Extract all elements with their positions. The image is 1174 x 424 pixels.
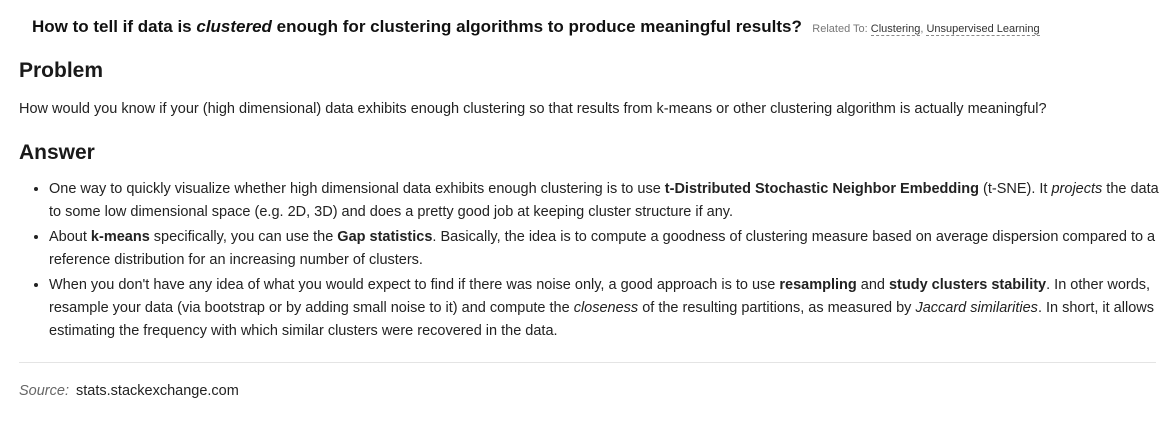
answer-list: One way to quickly visualize whether hig… bbox=[19, 178, 1159, 345]
answer-italic: projects bbox=[1051, 181, 1103, 197]
answer-text: . In short, it allows estimating the fre… bbox=[49, 300, 1154, 339]
source-link[interactable]: stats.stackexchange.com bbox=[76, 383, 239, 399]
related-to: Related To: Clustering, Unsupervised Lea… bbox=[812, 23, 1040, 36]
answer-text: and bbox=[856, 277, 889, 293]
divider bbox=[19, 362, 1156, 363]
related-label: Related To: bbox=[812, 23, 871, 35]
question-header: How to tell if data is clustered enough … bbox=[32, 17, 1040, 37]
answer-bold: k-means bbox=[90, 229, 150, 245]
answer-bold: Gap statistics bbox=[337, 229, 433, 245]
answer-bold: t-Distributed Stochastic Neighbor Embedd… bbox=[664, 181, 979, 197]
problem-text: How would you know if your (high dimensi… bbox=[19, 101, 1047, 117]
answer-bold: study clusters stability bbox=[888, 277, 1047, 293]
answer-text: the data to some low dimensional space (… bbox=[49, 181, 1159, 220]
answer-heading: Answer bbox=[19, 141, 95, 164]
answer-bold: resampling bbox=[779, 277, 857, 293]
question-title: How to tell if data is clustered enough … bbox=[32, 17, 802, 36]
source-line: Source: stats.stackexchange.com bbox=[19, 383, 239, 399]
answer-text: About bbox=[49, 229, 91, 245]
source-label: Source: bbox=[19, 383, 69, 399]
title-part-1: How to tell if data is bbox=[32, 17, 197, 36]
problem-heading: Problem bbox=[19, 59, 104, 82]
related-separator: , bbox=[920, 23, 927, 35]
answer-text: (t-SNE). It bbox=[978, 181, 1052, 197]
answer-text: specifically, you can use the bbox=[149, 229, 338, 245]
answer-text: When you don't have any idea of what you… bbox=[49, 277, 780, 293]
related-tag-clustering[interactable]: Clustering bbox=[870, 23, 921, 36]
answer-text: . Basically, the idea is to compute a go… bbox=[49, 229, 1156, 268]
answer-text: . In other words, resample your data (vi… bbox=[49, 277, 1151, 316]
related-tag-unsupervised-learning[interactable]: Unsupervised Learning bbox=[926, 23, 1040, 36]
answer-item-tsne: One way to quickly visualize whether hig… bbox=[49, 178, 1159, 224]
answer-text: One way to quickly visualize whether hig… bbox=[49, 181, 665, 197]
answer-italic: Jaccard similarities bbox=[915, 300, 1038, 316]
title-emphasis: clustered bbox=[196, 17, 272, 36]
answer-item-gap-statistics: About k-means specifically, you can use … bbox=[49, 226, 1159, 272]
answer-italic: closeness bbox=[573, 300, 639, 316]
title-part-2: enough for clustering algorithms to prod… bbox=[271, 17, 802, 36]
answer-item-resampling: When you don't have any idea of what you… bbox=[49, 274, 1159, 343]
answer-text: of the resulting partitions, as measured… bbox=[638, 300, 916, 316]
